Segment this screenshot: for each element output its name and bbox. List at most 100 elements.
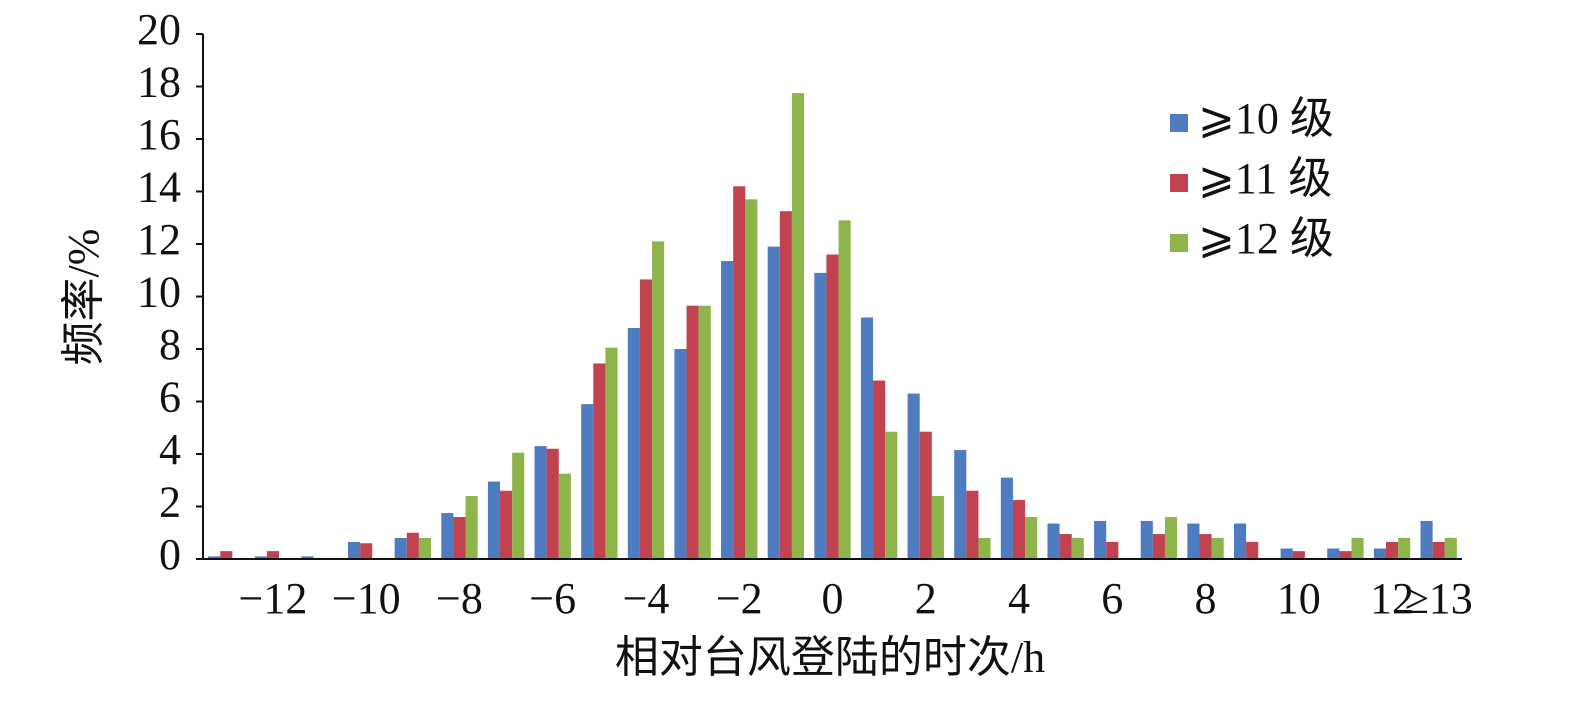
legend-swatch [1170, 114, 1188, 132]
bar [453, 517, 466, 559]
bar [873, 380, 886, 559]
bar [1187, 523, 1200, 559]
x-tick-label: 12 [1370, 574, 1414, 623]
x-tick-label: −10 [332, 574, 401, 623]
y-tick-label: 4 [159, 425, 181, 474]
x-tick-label: −6 [529, 574, 576, 623]
y-tick-label: 12 [137, 215, 181, 264]
bar [1152, 534, 1165, 559]
bar [686, 305, 699, 559]
x-tick-label: 8 [1195, 574, 1217, 623]
bar [406, 532, 419, 559]
y-axis-title: 频率/% [59, 229, 108, 366]
bar [208, 556, 221, 559]
bar [907, 393, 920, 559]
bar [885, 431, 898, 559]
x-tick-label: −4 [623, 574, 670, 623]
bar [627, 328, 640, 559]
y-tick-label: 16 [137, 110, 181, 159]
bar [733, 186, 746, 559]
bar [931, 496, 944, 559]
y-tick-label: 10 [137, 268, 181, 317]
bar [512, 452, 525, 559]
bar [301, 556, 314, 559]
bar [639, 279, 653, 559]
bar [1432, 541, 1445, 559]
bar [254, 556, 267, 559]
bar [487, 481, 501, 559]
bar [1140, 520, 1153, 559]
bar [745, 199, 758, 559]
x-axis-title: 相对台风登陆的时次/h [615, 633, 1045, 682]
x-tick-label: ≥13 [1405, 574, 1473, 623]
bar [652, 241, 665, 559]
y-tick-label: 20 [137, 5, 181, 54]
x-tick-label: 0 [822, 574, 844, 623]
bar [418, 538, 432, 559]
bar [534, 446, 547, 559]
legend-swatch [1170, 174, 1188, 192]
bar [546, 448, 559, 559]
bar [1351, 538, 1364, 559]
y-tick-label: 14 [137, 163, 181, 212]
bar [826, 254, 839, 559]
bar [394, 538, 407, 559]
bar [1047, 523, 1060, 559]
bar [1059, 534, 1072, 559]
x-tick-label: 4 [1008, 574, 1030, 623]
bar [1327, 548, 1340, 559]
bar [1246, 541, 1259, 559]
x-tick-label: 10 [1277, 574, 1321, 623]
bar [1094, 520, 1107, 559]
bar [721, 261, 734, 559]
bar [465, 496, 478, 559]
bar [1211, 538, 1224, 559]
bar [767, 246, 780, 559]
bar [919, 431, 932, 559]
legend-label: ⩾11 级 [1198, 154, 1332, 203]
bar [814, 272, 827, 559]
y-tick-label: 8 [159, 320, 181, 369]
bar [1233, 523, 1247, 559]
y-tick-label: 6 [159, 373, 181, 422]
y-tick-label: 2 [159, 478, 181, 527]
bar [1292, 551, 1305, 559]
bar [1071, 538, 1084, 559]
bar [500, 490, 513, 559]
bar [1280, 548, 1293, 559]
bar [581, 404, 594, 559]
bar [1385, 541, 1399, 559]
x-tick-label: 6 [1101, 574, 1123, 623]
bar [1444, 538, 1457, 559]
bar [1012, 499, 1026, 559]
bar [593, 363, 606, 559]
y-tick-label: 18 [137, 58, 181, 107]
bar [1339, 551, 1352, 559]
bar [1106, 541, 1119, 559]
bar [1420, 520, 1433, 559]
bar [791, 93, 805, 559]
bar [605, 347, 618, 559]
bar [698, 305, 711, 559]
bar [348, 541, 361, 559]
legend-label: ⩾12 级 [1198, 214, 1334, 263]
bar [266, 551, 280, 559]
bar [779, 211, 792, 559]
x-tick-label: −12 [239, 574, 308, 623]
bar [1398, 538, 1411, 559]
x-tick-label: −2 [716, 574, 763, 623]
bar [1373, 548, 1386, 559]
bar [966, 490, 979, 559]
bar [360, 543, 373, 559]
bar [838, 220, 851, 559]
bar [441, 513, 454, 559]
bar [954, 450, 967, 559]
bar [558, 473, 571, 559]
bar [978, 538, 991, 559]
bar [860, 317, 874, 559]
y-tick-label: 0 [159, 530, 181, 579]
x-tick-label: 2 [915, 574, 937, 623]
bar [1025, 517, 1038, 559]
bar [220, 551, 233, 559]
